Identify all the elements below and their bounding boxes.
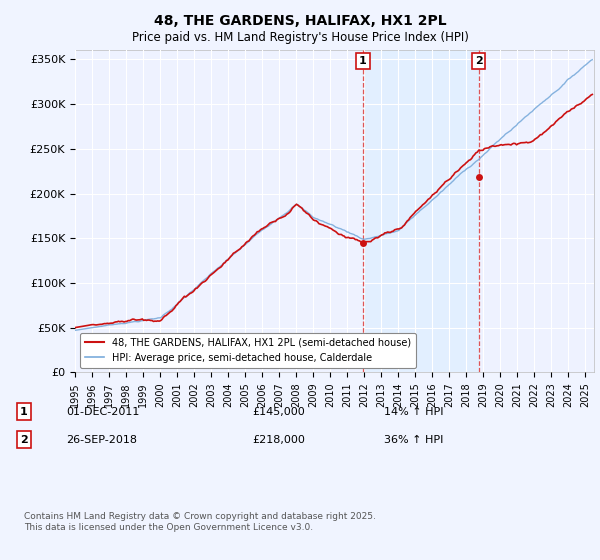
Text: 1: 1: [20, 407, 28, 417]
Text: 1: 1: [359, 56, 367, 66]
Text: 36% ↑ HPI: 36% ↑ HPI: [384, 435, 443, 445]
Text: 2: 2: [475, 56, 482, 66]
Text: 2: 2: [20, 435, 28, 445]
Text: 01-DEC-2011: 01-DEC-2011: [66, 407, 139, 417]
Legend: 48, THE GARDENS, HALIFAX, HX1 2PL (semi-detached house), HPI: Average price, sem: 48, THE GARDENS, HALIFAX, HX1 2PL (semi-…: [80, 333, 416, 367]
Text: 48, THE GARDENS, HALIFAX, HX1 2PL: 48, THE GARDENS, HALIFAX, HX1 2PL: [154, 14, 446, 28]
Text: Contains HM Land Registry data © Crown copyright and database right 2025.
This d: Contains HM Land Registry data © Crown c…: [24, 512, 376, 532]
Text: 26-SEP-2018: 26-SEP-2018: [66, 435, 137, 445]
Text: 14% ↑ HPI: 14% ↑ HPI: [384, 407, 443, 417]
Bar: [363, 50, 479, 372]
Text: £145,000: £145,000: [252, 407, 305, 417]
Text: Price paid vs. HM Land Registry's House Price Index (HPI): Price paid vs. HM Land Registry's House …: [131, 31, 469, 44]
Text: £218,000: £218,000: [252, 435, 305, 445]
